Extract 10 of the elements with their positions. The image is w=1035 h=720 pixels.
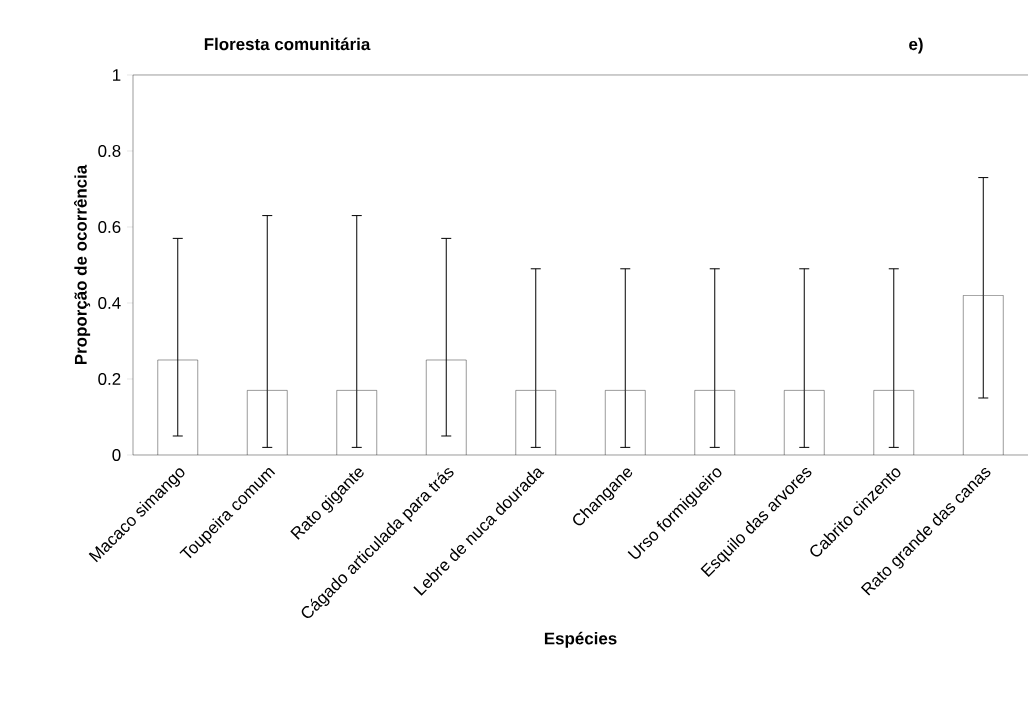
y-axis-title: Proporção de ocorrência	[73, 164, 91, 365]
y-tick-label: 0.2	[98, 372, 121, 385]
text: e)	[909, 37, 923, 54]
x-axis-title: Espécies	[544, 631, 617, 648]
y-tick-label: 0	[112, 448, 121, 461]
y-tick-label: 0.8	[98, 144, 121, 157]
y-tick-label: 1	[113, 69, 121, 81]
y-tick-label: 0.6	[98, 220, 121, 233]
chart-title: Floresta comunitária	[204, 37, 371, 51]
y-tick-label: 0.4	[98, 296, 121, 309]
